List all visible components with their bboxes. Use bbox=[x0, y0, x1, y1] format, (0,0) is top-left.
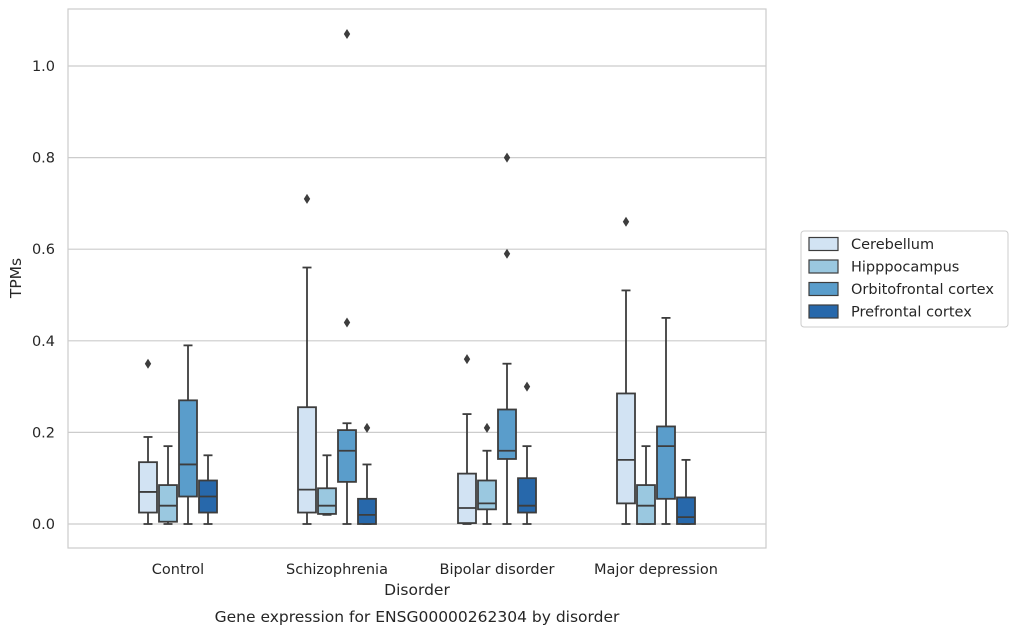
outlier-point bbox=[343, 28, 351, 39]
box-group bbox=[138, 358, 158, 525]
box bbox=[297, 406, 317, 514]
box-group bbox=[357, 422, 377, 525]
box bbox=[517, 477, 537, 514]
box-group bbox=[337, 28, 357, 525]
y-axis-ticks: 0.0 0.2 0.4 0.6 0.8 1.0 bbox=[32, 59, 55, 533]
box bbox=[477, 479, 497, 511]
y-tick-label: 0.4 bbox=[32, 334, 55, 350]
legend-frame bbox=[800, 230, 1009, 328]
box-group bbox=[616, 216, 636, 525]
outlier-point bbox=[343, 317, 351, 328]
outlier-point bbox=[503, 248, 511, 259]
outlier-point bbox=[523, 381, 531, 392]
y-tick-label: 0.2 bbox=[32, 425, 55, 441]
x-tick-label: Control bbox=[152, 562, 204, 578]
box-group bbox=[477, 422, 497, 525]
x-tick-label: Major depression bbox=[594, 562, 718, 578]
box-group bbox=[676, 458, 696, 525]
box bbox=[357, 497, 377, 525]
outlier-point bbox=[503, 152, 511, 163]
outlier-point bbox=[483, 422, 491, 433]
x-axis-ticks: Control Schizophrenia Bipolar disorder Majo… bbox=[152, 562, 718, 578]
box bbox=[497, 408, 517, 460]
box-group bbox=[198, 454, 218, 525]
box bbox=[317, 487, 337, 515]
box bbox=[676, 496, 696, 525]
box-group bbox=[656, 316, 676, 525]
outlier-point bbox=[363, 422, 371, 433]
box bbox=[178, 399, 198, 498]
outlier-point bbox=[622, 216, 630, 227]
box bbox=[656, 425, 676, 500]
y-tick-label: 0.6 bbox=[32, 242, 55, 258]
chart-title: Gene expression for ENSG00000262304 by d… bbox=[215, 608, 620, 626]
legend-swatch bbox=[808, 304, 839, 319]
box bbox=[158, 484, 178, 523]
legend-swatch bbox=[808, 259, 839, 274]
box-group bbox=[317, 454, 337, 516]
legend: Cerebellum Hipppocampus Orbitofrontal cort… bbox=[800, 230, 1009, 328]
x-tick-label: Schizophrenia bbox=[286, 562, 388, 578]
outlier-point bbox=[303, 193, 311, 204]
y-tick-label: 0.8 bbox=[32, 151, 55, 167]
box-group bbox=[158, 445, 178, 525]
box bbox=[337, 429, 357, 483]
box bbox=[138, 461, 158, 514]
box-group bbox=[497, 152, 517, 525]
legend-label: Orbitofrontal cortex bbox=[851, 282, 994, 298]
y-tick-label: 1.0 bbox=[32, 59, 55, 75]
x-axis-label: Disorder bbox=[384, 581, 450, 599]
y-tick-label: 0.0 bbox=[32, 517, 55, 533]
box bbox=[636, 484, 656, 525]
box bbox=[616, 392, 636, 505]
x-tick-label: Bipolar disorder bbox=[440, 562, 555, 578]
box bbox=[457, 472, 477, 524]
box-group bbox=[178, 344, 198, 525]
box-group bbox=[297, 193, 317, 525]
y-axis-label: TPMs bbox=[7, 258, 25, 299]
outlier-point bbox=[463, 354, 471, 365]
legend-swatch bbox=[808, 236, 839, 252]
legend-swatch bbox=[808, 281, 839, 297]
box-group bbox=[457, 354, 477, 525]
legend-label: Hipppocampus bbox=[851, 260, 959, 276]
legend-label: Prefrontal cortex bbox=[851, 305, 972, 321]
box-group bbox=[636, 445, 656, 525]
outlier-point bbox=[144, 358, 152, 369]
box-group bbox=[517, 381, 537, 525]
plot-area bbox=[67, 8, 767, 549]
legend-label: Cerebellum bbox=[851, 237, 934, 253]
boxes bbox=[138, 28, 696, 525]
